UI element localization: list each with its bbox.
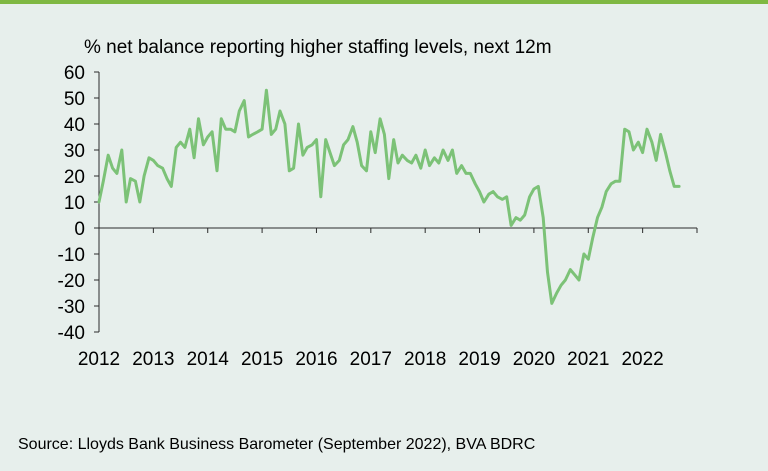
source-note: Source: Lloyds Bank Business Barometer (… [18, 436, 536, 453]
y-tick-label: 30 [64, 141, 85, 162]
x-tick-label: 2015 [241, 349, 283, 370]
series-line [97, 88, 681, 305]
y-tick-label: 10 [64, 193, 85, 214]
x-tick-label: 2021 [567, 349, 609, 370]
y-tick-label: -20 [58, 271, 85, 292]
y-tick-label: 60 [64, 63, 85, 84]
y-tick-label: 40 [64, 115, 85, 136]
y-tick-label: 20 [64, 167, 85, 188]
y-tick-label: -10 [58, 245, 85, 266]
y-tick-label: 0 [74, 219, 85, 240]
x-tick-label: 2022 [621, 349, 663, 370]
x-tick-label: 2018 [404, 349, 446, 370]
y-tick-label: 50 [64, 89, 85, 110]
x-tick-label: 2016 [295, 349, 337, 370]
x-tick-label: 2020 [513, 349, 555, 370]
x-tick-label: 2019 [458, 349, 500, 370]
x-axis: 2012 2013 2014 2015 2016 2017 2018 2019 2020 2021… [78, 227, 698, 370]
x-tick-label: 2014 [187, 349, 230, 370]
x-tick-label: 2017 [350, 349, 392, 370]
x-tick-label: 2013 [132, 349, 174, 370]
y-axis: 60 50 40 30 20 10 0 -10 -20 -30 -40 [58, 63, 100, 344]
x-tick-label: 2012 [78, 349, 120, 370]
y-tick-label: -30 [58, 297, 85, 318]
y-axis-label: % net balance reporting higher staffing … [84, 37, 552, 58]
top-accent-rule [0, 0, 768, 4]
y-tick-label: -40 [58, 323, 85, 344]
